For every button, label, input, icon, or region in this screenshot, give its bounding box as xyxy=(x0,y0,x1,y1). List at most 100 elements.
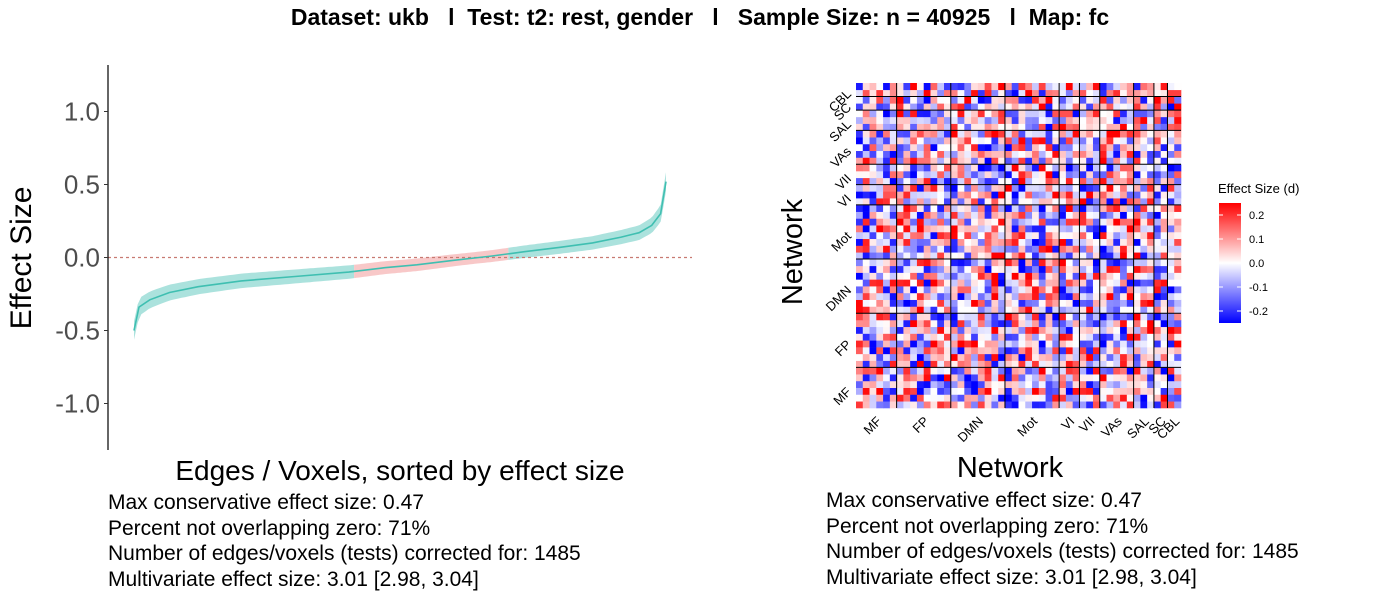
heatmap-cell xyxy=(957,204,965,212)
heatmap-cell xyxy=(991,184,999,192)
heatmap-cell xyxy=(977,198,985,206)
heatmap-cell xyxy=(998,367,1006,375)
heatmap-cell xyxy=(1032,347,1040,355)
heatmap-cell xyxy=(862,218,870,226)
heatmap-cell xyxy=(1086,333,1094,341)
heatmap-cell xyxy=(1099,353,1107,361)
heatmap-cell xyxy=(998,238,1006,246)
heatmap-cell xyxy=(937,367,945,375)
heatmap-cell xyxy=(1126,171,1134,179)
heatmap-cell xyxy=(1086,306,1094,314)
heatmap-cell xyxy=(1160,306,1168,314)
heatmap-cell xyxy=(937,394,945,402)
heatmap-cell xyxy=(1018,347,1026,355)
heatmap-cell xyxy=(889,245,897,253)
heatmap-cell xyxy=(889,231,897,240)
heatmap-cell xyxy=(977,231,985,240)
heatmap-cell xyxy=(964,326,972,334)
heatmap-cell xyxy=(1025,171,1033,179)
heatmap-cell xyxy=(1113,164,1121,172)
heatmap-cell xyxy=(1126,299,1134,307)
heatmap-cell xyxy=(998,353,1006,361)
heatmap-cell xyxy=(1011,333,1019,341)
heatmap-cell xyxy=(923,143,931,152)
heatmap-cell xyxy=(862,245,870,253)
heatmap-cell xyxy=(1038,83,1046,91)
heatmap-cell xyxy=(1004,177,1013,185)
heatmap-cell xyxy=(944,387,952,395)
heatmap-cell xyxy=(1160,360,1168,368)
heatmap-cell xyxy=(1059,103,1067,111)
heatmap-cell xyxy=(1052,211,1060,219)
heatmap-cell xyxy=(1059,198,1067,206)
heatmap-cell xyxy=(1052,272,1060,280)
heatmap-cell xyxy=(1018,177,1026,185)
heatmap-cell xyxy=(930,137,938,145)
heatmap-cell xyxy=(896,299,904,307)
heatmap-cell xyxy=(984,394,992,402)
heatmap-cell xyxy=(977,184,985,192)
heatmap-cell xyxy=(1106,306,1114,314)
heatmap-cell xyxy=(1113,347,1121,355)
heatmap-cell xyxy=(916,150,925,158)
heatmap-cell xyxy=(1153,157,1161,165)
heatmap-cell xyxy=(1099,313,1107,321)
heatmap-cell xyxy=(1167,319,1175,328)
heatmap-cell xyxy=(930,279,938,287)
heatmap-cell xyxy=(876,225,884,233)
heatmap-cell xyxy=(964,137,972,145)
heatmap-cell xyxy=(930,259,938,267)
heatmap-cell xyxy=(1052,96,1060,104)
heatmap-cell xyxy=(950,394,958,402)
heatmap-cell xyxy=(862,387,870,395)
heatmap-cell xyxy=(1079,218,1087,226)
heatmap-cell xyxy=(957,130,965,138)
heatmap-cell xyxy=(1032,150,1040,158)
heatmap-cell xyxy=(1092,123,1101,131)
heatmap-cell xyxy=(930,367,938,375)
heatmap-cell xyxy=(964,367,972,375)
heatmap-cell xyxy=(883,394,891,402)
heatmap-cell xyxy=(964,299,972,307)
heatmap-cell xyxy=(1153,123,1161,131)
heatmap-cell xyxy=(998,198,1006,206)
heatmap-cell xyxy=(1059,252,1067,260)
heatmap-cell xyxy=(1025,319,1033,328)
heatmap-cell xyxy=(862,313,870,321)
heatmap-cell xyxy=(1011,143,1019,152)
heatmap-cell xyxy=(1052,198,1060,206)
heatmap-cell xyxy=(1052,231,1060,240)
heatmap-cell xyxy=(957,96,965,104)
heatmap-cell xyxy=(1174,333,1182,341)
heatmap-cell xyxy=(964,333,972,341)
heatmap-cell xyxy=(1092,387,1101,395)
heatmap-cell xyxy=(923,225,931,233)
heatmap-cell xyxy=(856,286,864,294)
heatmap-cell xyxy=(883,353,891,361)
heatmap-cell xyxy=(1140,279,1148,287)
heatmap-cell xyxy=(1038,103,1046,111)
heatmap-cell xyxy=(1106,89,1114,97)
heatmap-cell xyxy=(1167,340,1175,348)
heatmap-cell xyxy=(1065,184,1073,192)
heatmap-cell xyxy=(1065,299,1073,307)
heatmap-cell xyxy=(916,204,925,212)
heatmap-cell xyxy=(1140,225,1148,233)
heatmap-cell xyxy=(1147,96,1155,104)
heatmap-cell xyxy=(903,299,911,307)
heatmap-cell xyxy=(984,177,992,185)
heatmap-cell xyxy=(1018,401,1026,409)
heatmap-cell xyxy=(883,347,891,355)
heatmap-cell xyxy=(1018,218,1026,226)
heatmap-cell xyxy=(1120,83,1128,91)
heatmap-cell xyxy=(910,259,918,267)
heatmap-cell xyxy=(1099,340,1107,348)
heatmap-cell xyxy=(903,265,911,273)
heatmap-cell xyxy=(937,171,945,179)
heatmap-cell xyxy=(1059,157,1067,165)
heatmap-cell xyxy=(1038,374,1046,382)
heatmap-cell xyxy=(1004,326,1013,334)
heatmap-cell xyxy=(1160,130,1168,138)
heatmap-cell xyxy=(1126,380,1134,388)
heatmap-cell xyxy=(862,83,870,91)
